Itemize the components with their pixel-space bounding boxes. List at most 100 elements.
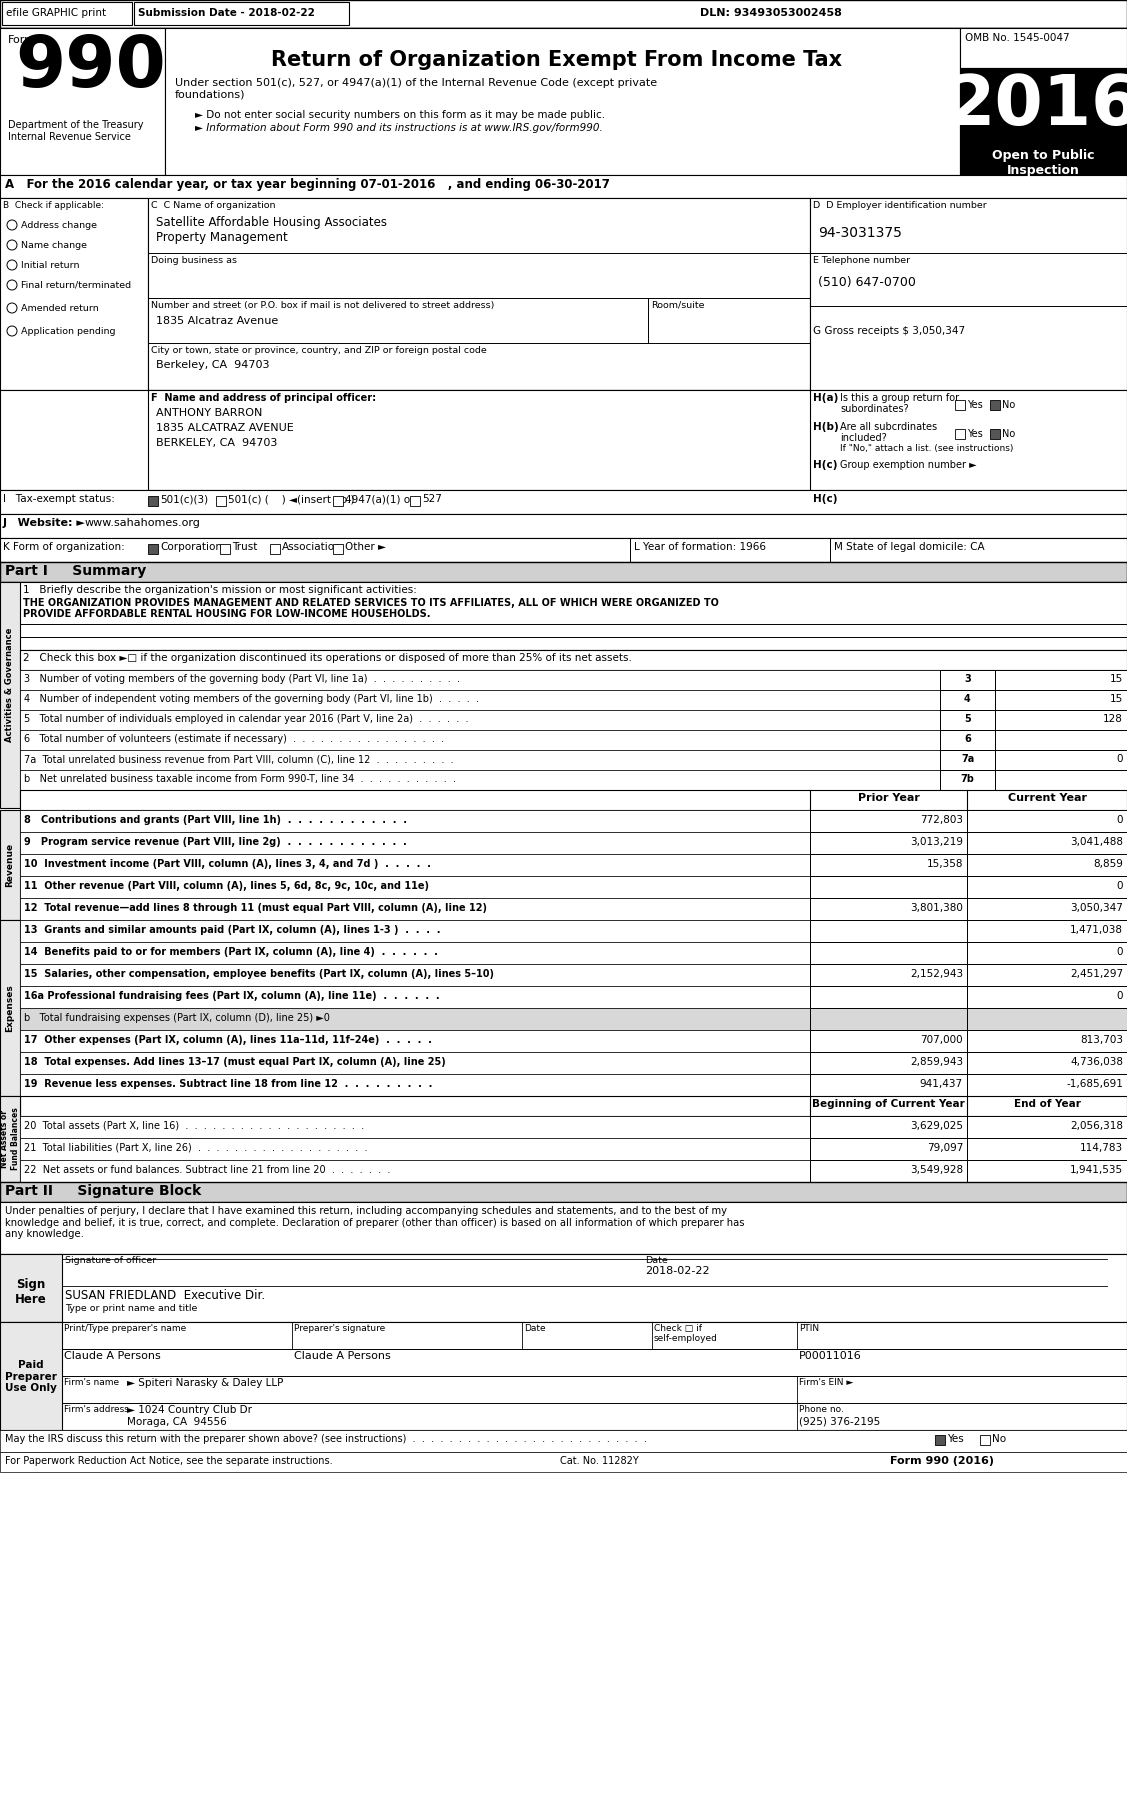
Text: Yes: Yes [967, 400, 983, 411]
Bar [967, 942, 1127, 964]
Bar [20, 1096, 1127, 1115]
Bar [20, 1052, 810, 1074]
Text: 5   Total number of individuals employed in calendar year 2016 (Part V, line 2a): 5 Total number of individuals employed i… [24, 714, 469, 724]
Bar [967, 1074, 1127, 1096]
Bar [967, 1115, 1127, 1139]
Bar [960, 68, 1127, 146]
Text: 501(c)(3): 501(c)(3) [160, 494, 208, 505]
Text: 6: 6 [964, 733, 970, 744]
Text: 12  Total revenue—add lines 8 through 11 (must equal Part VIII, column (A), line: 12 Total revenue—add lines 8 through 11 … [24, 903, 487, 914]
Bar [0, 0, 1127, 29]
Bar [967, 1160, 1127, 1182]
Bar [148, 496, 158, 506]
Bar [332, 496, 343, 506]
Bar [967, 854, 1127, 876]
Bar [810, 1031, 967, 1052]
Text: 7b: 7b [960, 775, 975, 784]
Bar [955, 429, 965, 440]
Text: Date: Date [645, 1256, 668, 1265]
Bar [0, 539, 1127, 562]
Bar [134, 2, 349, 25]
Bar [810, 833, 967, 854]
Text: Beginning of Current Year: Beginning of Current Year [813, 1099, 965, 1108]
Bar [940, 730, 995, 750]
Text: Open to Public
Inspection: Open to Public Inspection [992, 150, 1094, 177]
Text: b   Net unrelated business taxable income from Form 990-T, line 34  .  .  .  .  : b Net unrelated business taxable income … [24, 775, 456, 784]
Bar [20, 710, 940, 730]
Text: Return of Organization Exempt From Income Tax: Return of Organization Exempt From Incom… [272, 50, 843, 70]
Bar [20, 1115, 810, 1139]
Bar [0, 198, 148, 389]
Bar [20, 876, 810, 897]
Text: Part I     Summary: Part I Summary [5, 564, 147, 578]
Text: A   For the 2016 calendar year, or tax year beginning 07-01-2016   , and ending : A For the 2016 calendar year, or tax yea… [5, 178, 610, 191]
Bar [940, 750, 995, 769]
Text: Firm's name: Firm's name [64, 1379, 119, 1388]
Bar [20, 651, 1127, 670]
Text: H(a): H(a) [813, 393, 838, 404]
Bar [270, 544, 279, 553]
Text: H(c): H(c) [813, 460, 837, 470]
Text: efile GRAPHIC print: efile GRAPHIC print [6, 7, 106, 18]
Text: Activities & Governance: Activities & Governance [6, 627, 15, 742]
Text: No: No [992, 1434, 1006, 1443]
Text: Yes: Yes [947, 1434, 964, 1443]
Text: OMB No. 1545-0047: OMB No. 1545-0047 [965, 32, 1070, 43]
Text: Under section 501(c), 527, or 4947(a)(1) of the Internal Revenue Code (except pr: Under section 501(c), 527, or 4947(a)(1)… [175, 77, 657, 99]
Text: Application pending: Application pending [21, 326, 115, 335]
Text: 2   Check this box ►□ if the organization discontinued its operations or dispose: 2 Check this box ►□ if the organization … [23, 652, 632, 663]
Text: 4,736,038: 4,736,038 [1070, 1058, 1122, 1067]
Text: If "No," attach a list. (see instructions): If "No," attach a list. (see instruction… [840, 443, 1013, 452]
Text: 8   Contributions and grants (Part VIII, line 1h)  .  .  .  .  .  .  .  .  .  . : 8 Contributions and grants (Part VIII, l… [24, 815, 407, 825]
Text: 0: 0 [1117, 948, 1122, 957]
Text: Room/suite: Room/suite [651, 301, 704, 310]
Text: 19  Revenue less expenses. Subtract line 18 from line 12  .  .  .  .  .  .  .  .: 19 Revenue less expenses. Subtract line … [24, 1079, 433, 1088]
Bar [20, 833, 810, 854]
Text: 18  Total expenses. Add lines 13–17 (must equal Part IX, column (A), line 25): 18 Total expenses. Add lines 13–17 (must… [24, 1058, 446, 1067]
Bar [995, 690, 1127, 710]
Text: THE ORGANIZATION PROVIDES MANAGEMENT AND RELATED SERVICES TO ITS AFFILIATES, ALL: THE ORGANIZATION PROVIDES MANAGEMENT AND… [23, 598, 719, 607]
Text: Type or print name and title: Type or print name and title [65, 1305, 197, 1314]
Bar [20, 986, 810, 1007]
Bar [20, 1007, 810, 1031]
Text: 5: 5 [964, 714, 970, 724]
Text: 13  Grants and similar amounts paid (Part IX, column (A), lines 1-3 )  .  .  .  : 13 Grants and similar amounts paid (Part… [24, 924, 441, 935]
Bar [148, 198, 810, 389]
Bar [967, 964, 1127, 986]
Text: 1,471,038: 1,471,038 [1070, 924, 1122, 935]
Text: Sign
Here: Sign Here [15, 1278, 47, 1306]
Text: Association: Association [282, 542, 341, 551]
Text: Property Management: Property Management [156, 231, 287, 243]
Bar [990, 429, 1000, 440]
Text: 772,803: 772,803 [920, 815, 962, 825]
Text: 1835 ALCATRAZ AVENUE: 1835 ALCATRAZ AVENUE [156, 423, 294, 432]
Text: Date: Date [524, 1324, 545, 1333]
Text: Yes: Yes [967, 429, 983, 440]
Bar [20, 1031, 810, 1052]
Text: E Telephone number: E Telephone number [813, 256, 911, 265]
Bar [810, 811, 967, 833]
Text: 3,801,380: 3,801,380 [911, 903, 962, 914]
Bar [967, 811, 1127, 833]
Bar [220, 544, 230, 553]
Text: M State of legal domicile: CA: M State of legal domicile: CA [834, 542, 985, 551]
Text: PROVIDE AFFORDABLE RENTAL HOUSING FOR LOW-INCOME HOUSEHOLDS.: PROVIDE AFFORDABLE RENTAL HOUSING FOR LO… [23, 609, 431, 620]
Text: 128: 128 [1103, 714, 1122, 724]
Text: SUSAN FRIEDLAND  Executive Dir.: SUSAN FRIEDLAND Executive Dir. [65, 1288, 265, 1303]
Text: Moraga, CA  94556: Moraga, CA 94556 [127, 1416, 227, 1427]
Text: Are all subcrdinates: Are all subcrdinates [840, 422, 938, 432]
Text: 21  Total liabilities (Part X, line 26)  .  .  .  .  .  .  .  .  .  .  .  .  .  : 21 Total liabilities (Part X, line 26) .… [24, 1142, 367, 1153]
Text: 2,451,297: 2,451,297 [1070, 969, 1122, 978]
Bar [20, 769, 940, 789]
Text: b   Total fundraising expenses (Part IX, column (D), line 25) ►0: b Total fundraising expenses (Part IX, c… [24, 1013, 330, 1024]
Text: 6   Total number of volunteers (estimate if necessary)  .  .  .  .  .  .  .  .  : 6 Total number of volunteers (estimate i… [24, 733, 444, 744]
Bar [995, 730, 1127, 750]
Text: 9   Program service revenue (Part VIII, line 2g)  .  .  .  .  .  .  .  .  .  .  : 9 Program service revenue (Part VIII, li… [24, 836, 407, 847]
Text: 15: 15 [1110, 694, 1122, 705]
Bar [967, 1052, 1127, 1074]
Text: Name change: Name change [21, 241, 87, 250]
Text: 114,783: 114,783 [1080, 1142, 1122, 1153]
Bar [810, 1160, 967, 1182]
Text: Submission Date - 2018-02-22: Submission Date - 2018-02-22 [137, 7, 314, 18]
Bar [332, 544, 343, 553]
